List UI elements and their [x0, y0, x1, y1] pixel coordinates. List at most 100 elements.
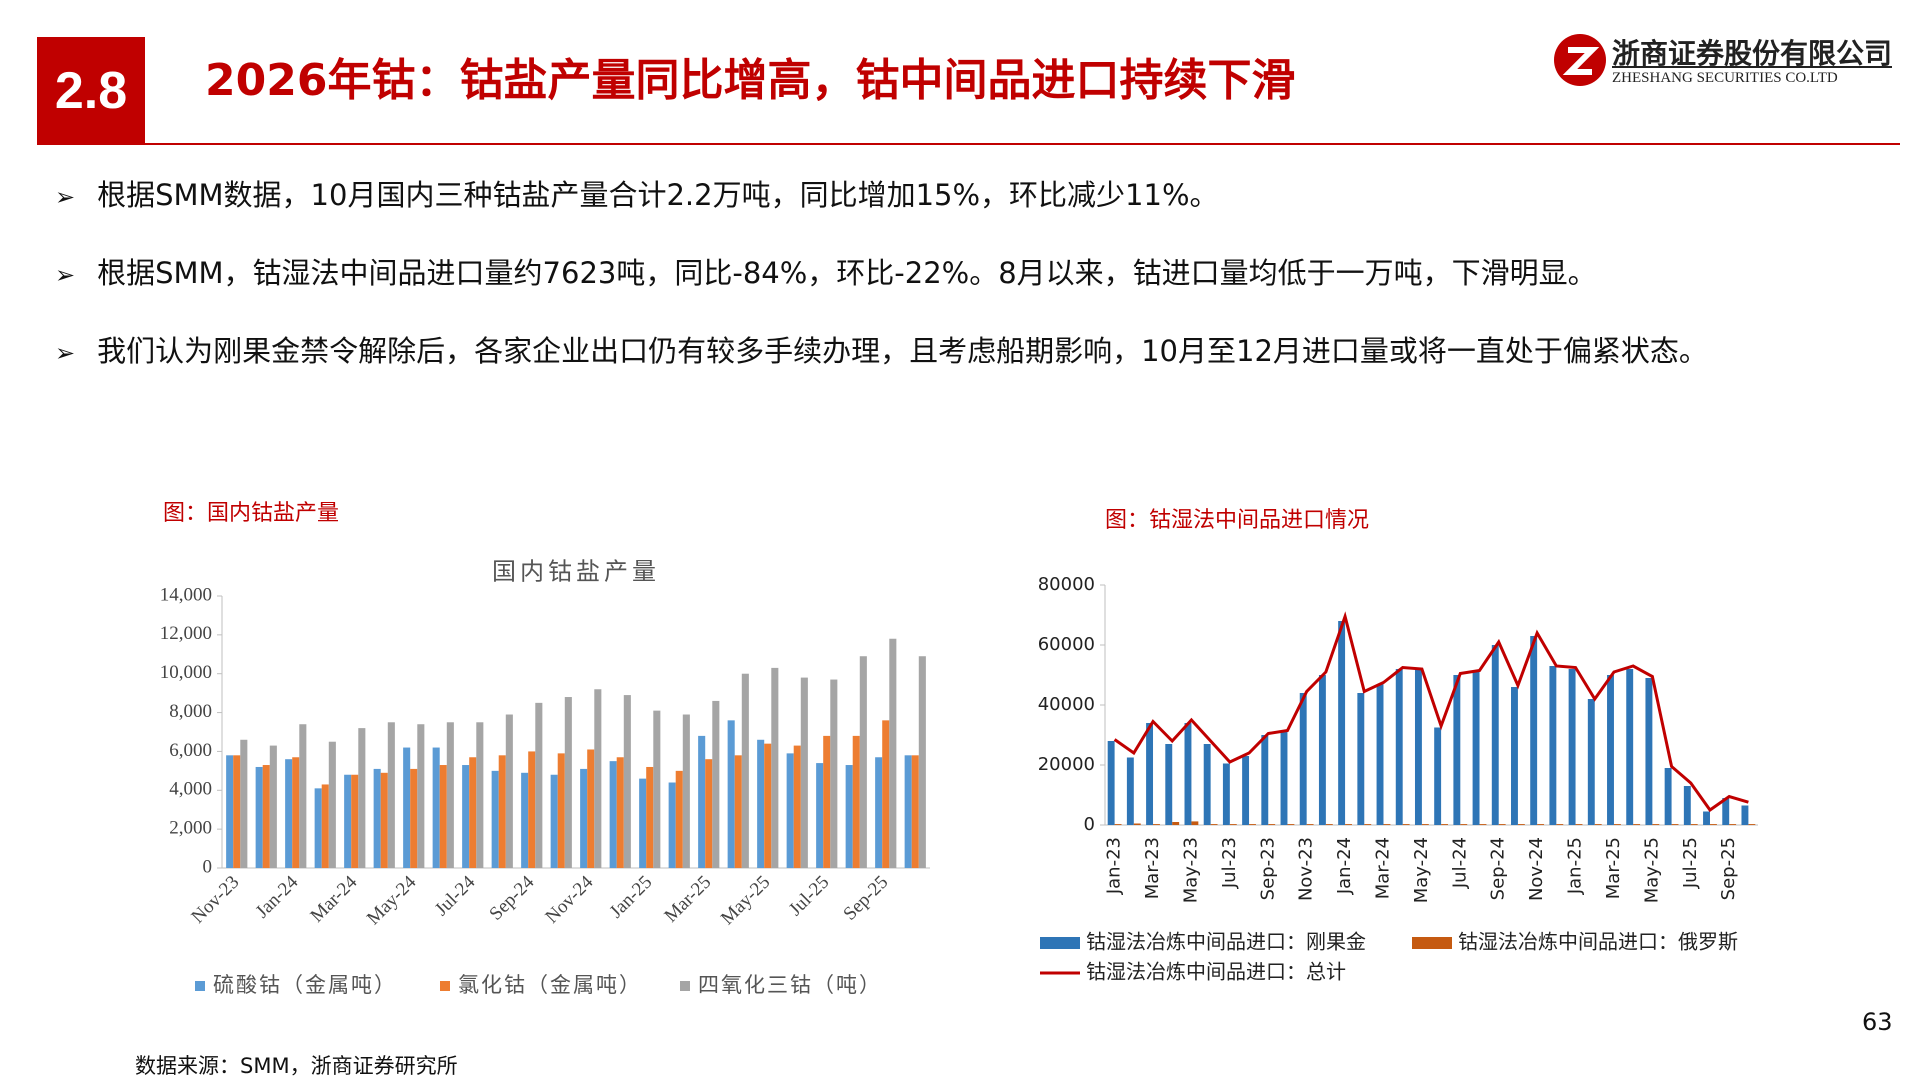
bar [1453, 675, 1461, 825]
bar [380, 772, 388, 868]
section-number: 2.8 [37, 37, 145, 145]
logo-icon [1554, 34, 1606, 86]
bar [1575, 824, 1583, 825]
bar [1280, 732, 1288, 825]
bar [1222, 763, 1230, 825]
bullet: 根据SMM，钴湿法中间品进口量约7623吨，同比-84%，环比-22%。8月以来… [55, 250, 1597, 292]
bar [852, 735, 860, 868]
bar [285, 759, 293, 868]
bar [727, 720, 735, 868]
y-tick-label: 0 [203, 856, 213, 877]
bar [1511, 687, 1518, 825]
x-tick-label: Sep-23 [1257, 837, 1278, 900]
x-tick-label: Nov-23 [1296, 837, 1317, 901]
bar [462, 765, 470, 868]
bar [1613, 824, 1621, 825]
bar [262, 765, 270, 868]
x-tick-label: Mar-24 [1372, 837, 1393, 899]
bar [1722, 798, 1730, 825]
bar [1268, 824, 1276, 825]
x-tick-label: Jul-24 [431, 871, 480, 920]
header-rule [145, 143, 1900, 145]
bar [580, 768, 588, 868]
legend-label: 钴湿法冶炼中间品进口：总计 [1086, 960, 1346, 984]
bar [741, 673, 749, 868]
bar [1594, 824, 1602, 825]
bar [403, 747, 411, 868]
x-tick-label: Jul-25 [785, 872, 833, 920]
bar [469, 757, 477, 868]
bar [292, 757, 300, 868]
bar [1203, 744, 1211, 825]
bar [1107, 741, 1115, 825]
bar [1626, 669, 1634, 825]
bar [1491, 645, 1499, 825]
bullet: 根据SMM数据，10月国内三种钴盐产量合计2.2万吨，同比增加15%，环比减少1… [55, 172, 1218, 214]
bar [226, 755, 234, 868]
bar [550, 774, 558, 868]
bar [269, 745, 277, 868]
bar [328, 741, 336, 868]
y-tick-label: 8,000 [169, 701, 212, 722]
legend-marker [1040, 937, 1080, 949]
y-tick-label: 40000 [1038, 694, 1095, 715]
bar [358, 728, 366, 868]
charts: 国内钴盐产量 0 2,000 4,000 6,000 8,000 10,000 12,000 1… [160, 559, 1758, 997]
legend-marker [440, 981, 450, 991]
bar [1229, 824, 1237, 825]
bar [793, 745, 801, 868]
bar [653, 710, 661, 868]
bar [240, 739, 248, 868]
x-tick-label: Jul-23 [1219, 837, 1240, 889]
bar [1172, 822, 1180, 825]
bar [1537, 824, 1545, 825]
y-tick-label: 14,000 [160, 584, 212, 605]
bar [734, 755, 742, 868]
x-tick-label: Jan-25 [1565, 837, 1586, 895]
bar [1479, 824, 1487, 825]
bar [1357, 693, 1365, 825]
x-tick-label: Mar-24 [306, 871, 361, 926]
x-tick-label: Nov-24 [1526, 837, 1547, 901]
bar [1414, 669, 1422, 825]
bar [344, 774, 352, 868]
bar [918, 656, 926, 868]
bar [1421, 824, 1429, 825]
bar [1191, 821, 1199, 825]
bar [351, 774, 359, 868]
bar [1184, 723, 1192, 825]
legend-marker [1412, 937, 1452, 949]
bar [1729, 824, 1737, 825]
bar [557, 753, 565, 868]
bar [1709, 824, 1717, 825]
page-number: 63 [1862, 1008, 1893, 1036]
bar [432, 747, 440, 868]
x-tick-label: Sep-24 [1488, 837, 1509, 900]
bar [498, 755, 506, 868]
y-tick-label: 20000 [1038, 754, 1095, 775]
bar [1402, 824, 1410, 825]
bar [417, 724, 425, 868]
bar [528, 751, 536, 868]
bar [646, 766, 654, 868]
bar [521, 772, 529, 868]
legend-marker [680, 981, 690, 991]
bar [1325, 824, 1333, 825]
x-tick-label: Sep-25 [1718, 837, 1739, 900]
bar [675, 770, 683, 868]
bar [623, 695, 631, 868]
bar [1664, 768, 1672, 825]
bar [705, 759, 713, 868]
x-tick-label: Mar-25 [660, 872, 715, 927]
legend-label: 钴湿法冶炼中间品进口：刚果金 [1086, 930, 1366, 954]
bar [1530, 636, 1538, 825]
x-tick-label: Jul-24 [1449, 837, 1470, 889]
bar [1114, 824, 1122, 825]
bar [1249, 824, 1256, 825]
x-tick-label: Jan-25 [606, 872, 657, 923]
y-tick-label: 12,000 [160, 623, 212, 644]
y-tick-label: 60000 [1038, 634, 1095, 655]
bar [505, 714, 513, 868]
bar [1441, 824, 1449, 825]
